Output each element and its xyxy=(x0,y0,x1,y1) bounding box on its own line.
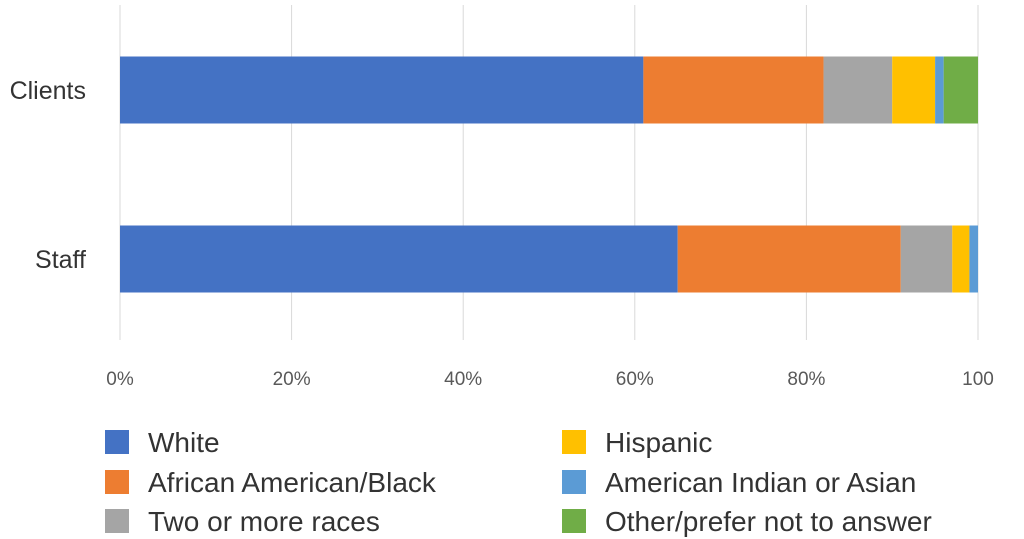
legend-label-american-indian-or-asian: American Indian or Asian xyxy=(605,467,916,498)
legend-item-hispanic: Hispanic xyxy=(562,427,712,458)
legend: White African American/Black Two or more r… xyxy=(105,427,932,537)
legend-label-white: White xyxy=(148,427,220,458)
legend-item-other-prefer-not-to-answer: Other/prefer not to answer xyxy=(562,506,932,537)
bar-staff-african-american-black xyxy=(677,225,901,293)
category-label-staff: Staff xyxy=(35,246,86,274)
legend-item-two-or-more-races: Two or more races xyxy=(105,506,380,537)
bar-clients-hispanic xyxy=(892,56,936,124)
x-tick-label-1: 20% xyxy=(273,369,311,390)
legend-item-african-american-black: African American/Black xyxy=(105,467,437,498)
legend-swatch-two-or-more-races xyxy=(105,509,129,533)
legend-swatch-white xyxy=(105,430,129,454)
legend-swatch-african-american-black xyxy=(105,470,129,494)
legend-label-hispanic: Hispanic xyxy=(605,427,712,458)
x-axis-tick-labels: 0% 20% 40% 60% 80% 100 xyxy=(106,369,994,390)
legend-swatch-hispanic xyxy=(562,430,586,454)
legend-swatch-other-prefer-not-to-answer xyxy=(562,509,586,533)
legend-label-two-or-more-races: Two or more races xyxy=(148,506,380,537)
bar-clients-two-or-more-races xyxy=(823,56,893,124)
bar-clients-other-prefer-not-to-answer xyxy=(943,56,978,124)
x-tick-label-2: 40% xyxy=(444,369,482,390)
x-tick-label-5: 100 xyxy=(962,369,994,390)
legend-label-african-american-black: African American/Black xyxy=(148,467,437,498)
x-tick-label-4: 80% xyxy=(787,369,825,390)
bar-staff-white xyxy=(120,225,678,293)
bar-clients-white xyxy=(120,56,644,124)
bar-clients-african-american-black xyxy=(643,56,824,124)
x-tick-label-3: 60% xyxy=(616,369,654,390)
legend-item-white: White xyxy=(105,427,220,458)
bars xyxy=(120,56,978,293)
bar-clients-american-indian-or-asian xyxy=(935,56,944,124)
x-tick-label-0: 0% xyxy=(106,369,134,390)
legend-label-other-prefer-not-to-answer: Other/prefer not to answer xyxy=(605,506,932,537)
category-labels: Clients Staff xyxy=(10,77,86,274)
bar-staff-two-or-more-races xyxy=(900,225,953,293)
category-label-clients: Clients xyxy=(10,77,86,105)
legend-swatch-american-indian-or-asian xyxy=(562,470,586,494)
bar-staff-american-indian-or-asian xyxy=(969,225,978,293)
bar-staff-hispanic xyxy=(952,225,970,293)
legend-item-american-indian-or-asian: American Indian or Asian xyxy=(562,467,916,498)
